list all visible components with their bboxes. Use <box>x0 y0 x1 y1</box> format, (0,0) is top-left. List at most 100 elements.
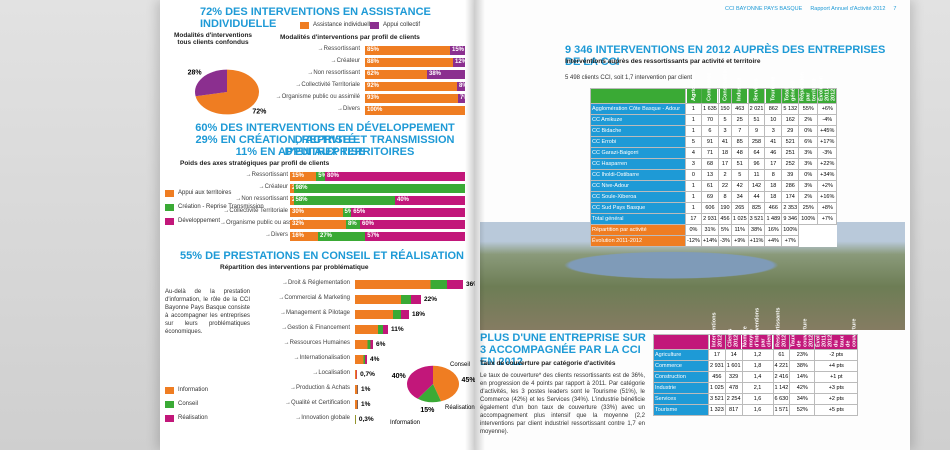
row-name: Tourisme <box>653 404 709 416</box>
cell: 2 931 <box>708 360 726 372</box>
bar-segment: 15% <box>290 172 317 181</box>
section-title: 72% DES INTERVENTIONS EN ASSISTANCE INDI… <box>200 6 431 30</box>
bar-segment: 100% <box>365 106 465 115</box>
legend-item: Réalisation <box>165 413 208 423</box>
bar-segment: 85% <box>365 46 450 55</box>
cell: 3% <box>798 158 819 170</box>
cell: 5 <box>730 169 749 181</box>
cell: 2% <box>798 191 819 203</box>
category-label: Qualité et Certification <box>255 400 350 406</box>
corner <box>653 334 709 350</box>
table-row: Agriculture 17 14 1,2 61 23% -2 pts <box>653 349 859 361</box>
cell: 16% <box>764 224 783 236</box>
cell: 2 254 <box>724 393 743 405</box>
left-page: 72% DES INTERVENTIONS EN ASSISTANCE INDI… <box>160 0 475 450</box>
cell: 3 <box>718 125 732 137</box>
cell: 38% <box>747 224 766 236</box>
row-name: CC Soule-Xiberoa <box>590 191 686 203</box>
bar-value: 1% <box>361 401 371 408</box>
cell: 18 <box>764 180 783 192</box>
category-label: Internationalisation <box>255 355 350 361</box>
pie-title: Modalités d'interventions tous clients c… <box>173 32 253 46</box>
cell: 1 489 <box>764 213 783 225</box>
cell: 2 416 <box>772 371 791 383</box>
category-label: Collectivité Territoriale <box>245 82 360 88</box>
bar <box>355 310 409 319</box>
cell: 14 <box>724 349 743 361</box>
column-header: Clients 2012 <box>725 329 743 350</box>
row-name: Commerce <box>653 360 709 372</box>
cell: 61 <box>772 349 791 361</box>
legend-item: Développement <box>165 216 220 226</box>
cell: 252 <box>781 158 800 170</box>
cell: 1,4 <box>741 371 774 383</box>
table-row: CC Bidache 1 6 3 7 9 3 29 0% +45% <box>590 125 838 137</box>
bar-row: 93%7% <box>365 94 465 103</box>
cell: 456 <box>718 213 732 225</box>
bar-segment: 15% <box>450 46 465 55</box>
cell: 3% <box>798 180 819 192</box>
category-label: Divers <box>245 106 360 112</box>
cell: +5 pts <box>814 404 859 416</box>
cell: 1 <box>685 125 702 137</box>
cell: 1,6 <box>741 404 774 416</box>
row-name: Industrie <box>653 382 709 394</box>
bar-segment: 8% <box>457 82 465 91</box>
cell: 6 630 <box>772 393 791 405</box>
cell: 11 <box>747 169 766 181</box>
cell: 286 <box>781 180 800 192</box>
legend-label: Information <box>178 387 209 393</box>
cell: 456 <box>708 371 726 383</box>
column-header: Ressortissants 2012 <box>773 308 790 350</box>
cell: 85 <box>730 136 749 148</box>
cell: 1 <box>685 103 702 115</box>
cell: 478 <box>724 382 743 394</box>
cell: 251 <box>781 147 800 159</box>
bar-value: 0,7% <box>360 371 375 378</box>
pie-name: Réalisation <box>445 405 475 411</box>
cell: 5 <box>685 136 702 148</box>
column-header: Construction <box>718 67 732 104</box>
running-header: CCI BAYONNE PAYS BASQUE Rapport Annuel d'… <box>725 6 904 12</box>
cell: 18 <box>764 191 783 203</box>
cell: 17 <box>685 213 702 225</box>
cell: 61 <box>700 180 720 192</box>
legend-label: Appui aux territoires <box>178 190 232 196</box>
cell: 22 <box>718 180 732 192</box>
legend-swatch <box>165 414 174 422</box>
legend-item: Appui aux territoires <box>165 188 231 198</box>
pie: 72%28% <box>188 69 267 115</box>
column-header: Agriculture <box>685 72 702 104</box>
cell: 174 <box>781 191 800 203</box>
bar-segment: 5% <box>316 172 325 181</box>
cell: +9% <box>730 235 749 247</box>
column-header: Nombre moyen d'interventions par client <box>742 308 774 350</box>
bar <box>355 295 421 304</box>
category-label: Ressources Humaines <box>255 340 350 346</box>
section-title: 55% DE PRESTATIONS EN CONSEIL ET RÉALISA… <box>180 250 465 262</box>
cell: 42% <box>789 382 816 394</box>
legend-swatch <box>165 203 174 211</box>
bar <box>355 400 358 409</box>
cell: 17 <box>718 158 732 170</box>
note: 5 498 clients CCI, soit 1,7 intervention… <box>565 75 693 81</box>
category-label: Droit & Réglementation <box>255 280 350 286</box>
bar-value: 1% <box>361 386 371 393</box>
category-label: Production & Achats <box>255 385 350 391</box>
bar-segment: 57% <box>365 232 465 241</box>
cell: 329 <box>724 371 743 383</box>
cell: 466 <box>764 202 783 214</box>
legend-item: Assistance individuelle <box>300 20 373 30</box>
row-name: Agglomération Côte Basque - Adour <box>590 103 686 115</box>
bar-row: 2%58%40% <box>290 196 465 205</box>
category-label: Non ressortissant <box>245 70 360 76</box>
bar-segment: 40% <box>395 196 465 205</box>
legend-swatch <box>300 21 309 29</box>
subtitle: Taux de couverture par catégorie d'activ… <box>480 360 616 367</box>
row-name: CC Errobi <box>590 136 686 148</box>
table-row: CC Iholdi-Ostibarre 0 13 2 5 11 8 39 0% +34% <box>590 169 838 181</box>
row-name: Services <box>653 393 709 405</box>
category-label: Divers <box>220 232 288 238</box>
